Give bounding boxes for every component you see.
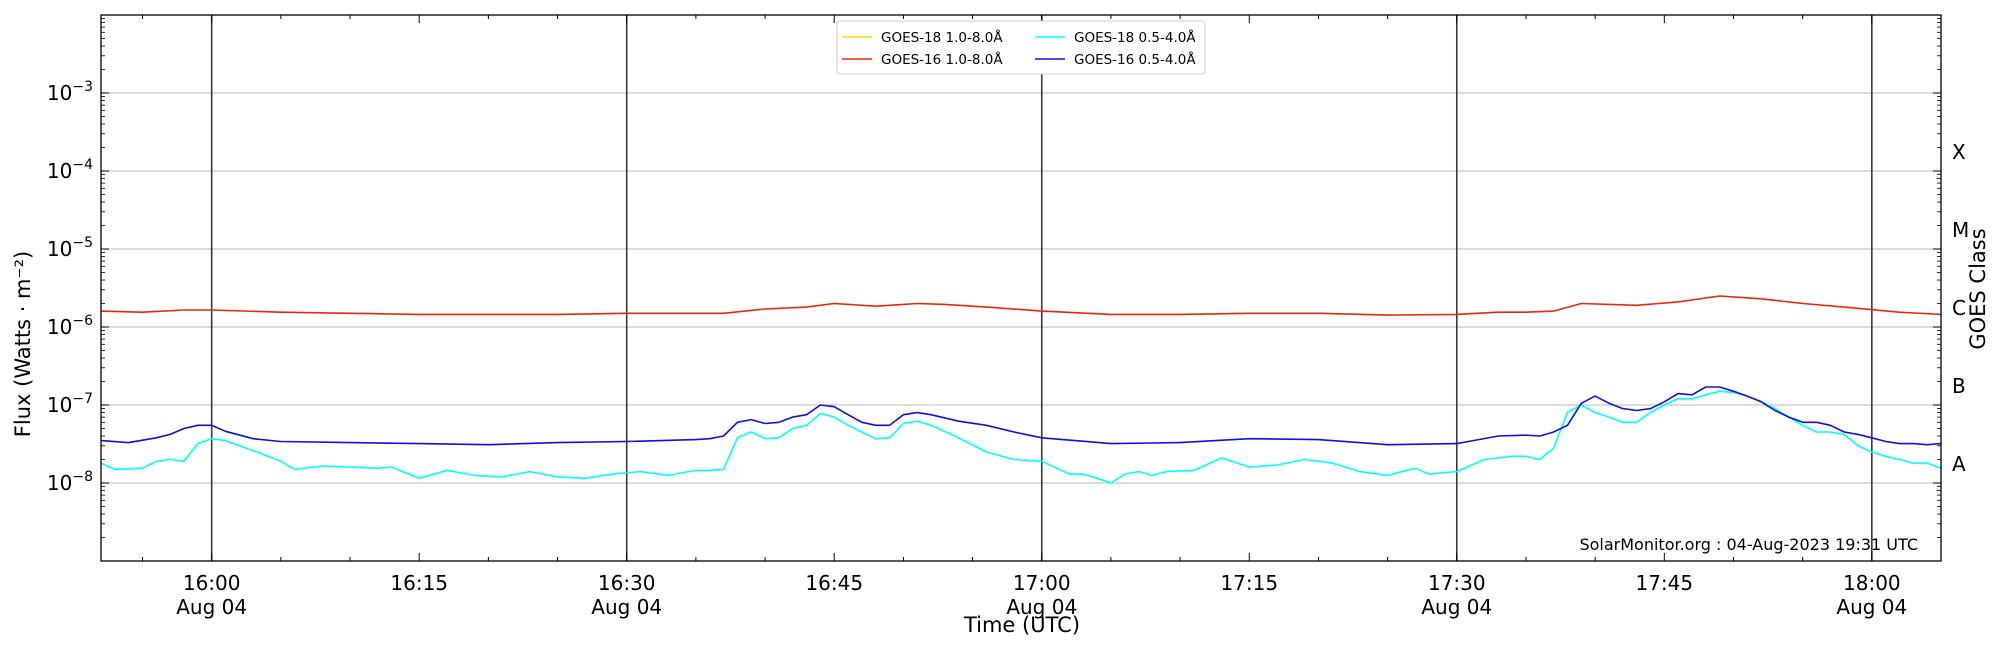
x-tick-date-label-6: Aug 04	[1421, 595, 1492, 619]
legend-label-goes16-long: GOES-16 1.0-8.0Å	[881, 51, 1003, 68]
goes-class-label-a: A	[1952, 452, 1966, 476]
y-tick-label-2: 10−6	[47, 313, 93, 339]
y-axis-title: Flux (Watts · m⁻²)	[11, 251, 35, 437]
goes-class-label-b: B	[1952, 374, 1966, 398]
x-tick-date-label-4: Aug 04	[1006, 595, 1077, 619]
goes-class-label-x: X	[1952, 140, 1966, 164]
x-tick-date-label-0: Aug 04	[176, 595, 247, 619]
x-tick-label-1: 16:15	[390, 571, 448, 595]
right-axis-title: GOES Class	[1966, 228, 1990, 349]
y-tick-label-4: 10−4	[47, 157, 93, 183]
credit-text: SolarMonitor.org : 04-Aug-2023 19:31 UTC	[1579, 535, 1918, 554]
goes-class-label-m: M	[1952, 218, 1969, 242]
y-tick-label-5: 10−3	[47, 79, 93, 105]
series-line-1	[100, 295, 1942, 316]
x-tick-label-3: 16:45	[805, 571, 863, 595]
series-line-2	[100, 390, 1942, 484]
x-tick-label-8: 18:00	[1843, 571, 1901, 595]
x-tick-label-2: 16:30	[598, 571, 656, 595]
axes-frame	[100, 14, 1942, 562]
x-tick-label-0: 16:00	[183, 571, 241, 595]
x-tick-label-7: 17:45	[1635, 571, 1693, 595]
legend-label-goes18-short: GOES-18 0.5-4.0Å	[1074, 29, 1196, 46]
x-tick-label-5: 17:15	[1220, 571, 1278, 595]
y-tick-label-1: 10−7	[47, 391, 93, 417]
legend-label-goes18-long: GOES-18 1.0-8.0Å	[881, 29, 1003, 46]
legend-box	[836, 20, 1206, 75]
x-axis-title: Time (UTC)	[963, 613, 1080, 637]
y-tick-label-0: 10−8	[47, 469, 93, 495]
y-tick-label-3: 10−5	[47, 235, 93, 261]
legend-label-goes16-short: GOES-16 0.5-4.0Å	[1074, 51, 1196, 68]
goes-class-label-c: C	[1952, 296, 1966, 320]
x-tick-date-label-2: Aug 04	[591, 595, 662, 619]
legend: GOES-18 1.0-8.0Å GOES-16 1.0-8.0Å GOES-1…	[836, 20, 1206, 75]
x-tick-label-4: 17:00	[1013, 571, 1071, 595]
x-tick-date-label-8: Aug 04	[1836, 595, 1907, 619]
series-line-3	[100, 386, 1942, 446]
x-tick-label-6: 17:30	[1428, 571, 1486, 595]
